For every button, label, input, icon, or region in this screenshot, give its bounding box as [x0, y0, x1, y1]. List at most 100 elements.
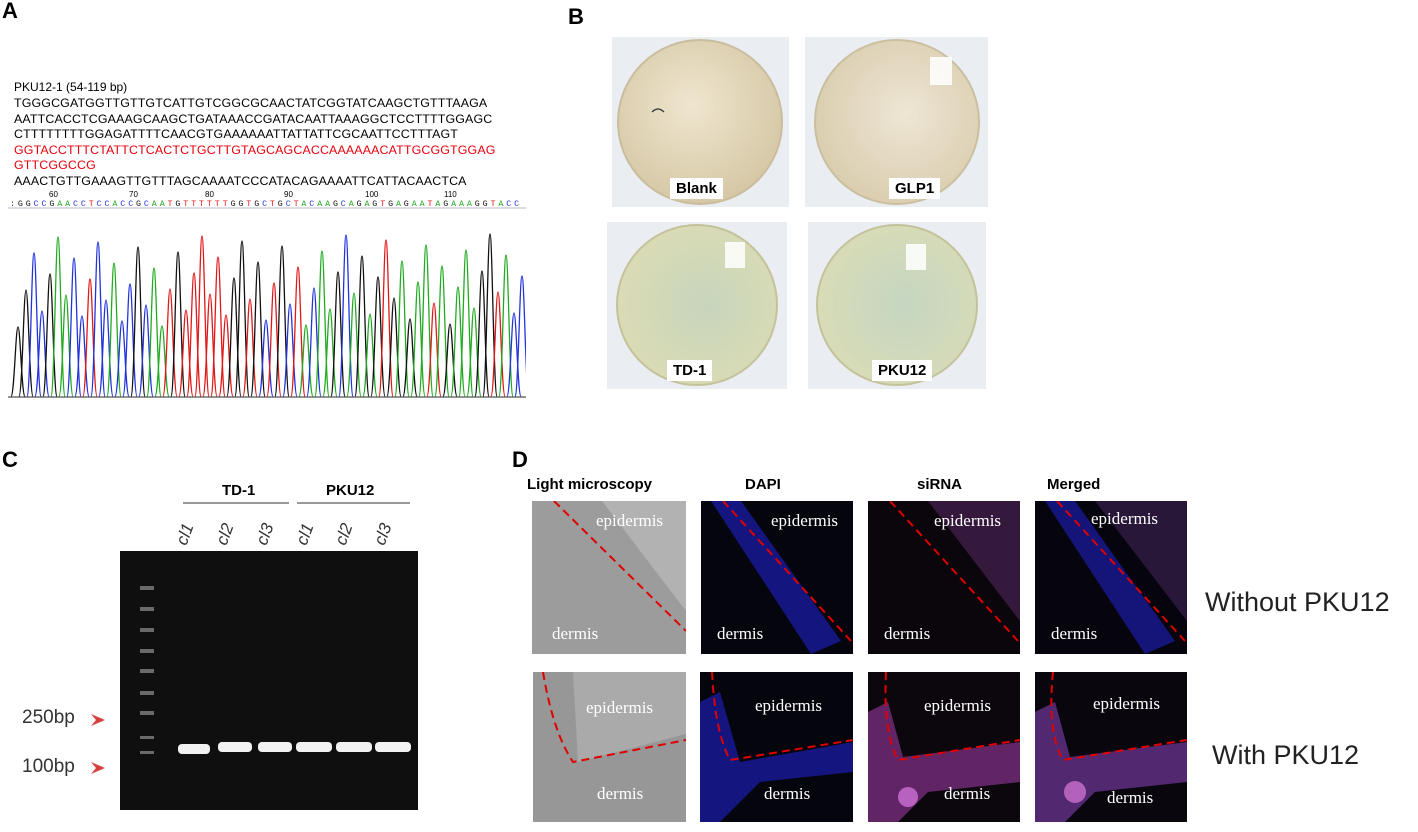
panel-label-a: A — [2, 0, 18, 23]
trace-peak — [402, 318, 418, 398]
basecall-letter: A — [160, 200, 165, 209]
trace-peak — [346, 292, 362, 398]
trace-peak — [218, 314, 234, 398]
trace-peak — [146, 267, 162, 398]
basecall-letter: T — [294, 200, 299, 209]
basecall-letter: A — [57, 200, 62, 209]
trace-peak — [426, 302, 442, 398]
basecall-letter: A — [451, 200, 456, 209]
basecall-letter: A — [349, 200, 354, 209]
basecall-letter: G — [231, 200, 236, 209]
image-sirna-without: epidermis dermis — [868, 501, 1020, 654]
plate-td1: TD-1 — [607, 222, 787, 389]
position-label: 90 — [284, 190, 293, 199]
basecall-letter: A — [459, 200, 464, 209]
basecall-letter: G — [475, 200, 480, 209]
image-light-without: epidermis dermis — [532, 501, 686, 654]
panel-label-d: D — [512, 447, 528, 472]
position-label: 80 — [205, 190, 214, 199]
trace-peak — [18, 289, 34, 398]
basecall-letter: G — [175, 200, 180, 209]
trace-peak — [362, 313, 378, 398]
image-merged-with: epidermis dermis — [1035, 672, 1187, 822]
position-label: 60 — [49, 190, 58, 199]
group-bracket — [297, 502, 410, 504]
sequence-line: AAACTGTTGAAAGTTGTTTAGCAAAATCCCATACAGAAAA… — [14, 173, 467, 188]
trace-peak — [226, 277, 242, 398]
basecall-letter: G — [278, 200, 283, 209]
plate-label: Blank — [670, 178, 723, 199]
basecall-letter: T — [380, 200, 385, 209]
plate-pku12: PKU12 — [808, 222, 986, 389]
trace-peak — [138, 304, 154, 398]
basecall-letter: T — [191, 200, 196, 209]
basecall-letter: G — [443, 200, 448, 209]
trace-peak — [154, 325, 170, 398]
plate-label: GLP1 — [889, 178, 941, 199]
basecall-letter: G — [238, 200, 243, 209]
band — [375, 742, 411, 752]
basecall-letter: T — [215, 200, 220, 209]
panel-label-b: B — [568, 4, 584, 29]
basecall-letter: A — [412, 200, 417, 209]
sequence-title: PKU12-1 (54-119 bp) — [14, 80, 128, 94]
arrow-right-icon — [91, 762, 105, 774]
basecall-letter: C — [105, 200, 110, 209]
basecall-letter: C — [120, 200, 125, 209]
column-header: DAPI — [745, 476, 781, 493]
ladder — [140, 586, 154, 754]
basecall-letter: G — [357, 200, 362, 209]
basecall-letter: C — [97, 200, 102, 209]
trace-peak — [290, 266, 306, 398]
band — [258, 742, 292, 752]
trace-peak — [514, 275, 526, 398]
basecall-letter: T — [223, 200, 228, 209]
basecall-letter: A — [467, 200, 472, 209]
image-merged-without: epidermis dermis — [1035, 501, 1187, 654]
marker-label: 250bp — [22, 707, 75, 728]
basecall-letter: T — [89, 200, 94, 209]
group-bracket — [183, 502, 289, 504]
basecall-letter: A — [365, 200, 370, 209]
basecall-letter: A — [317, 200, 322, 209]
plate-blank: Blank — [612, 37, 789, 207]
basecall-letter: C — [128, 200, 133, 209]
basecall-letter: A — [396, 200, 401, 209]
basecall-letter: A — [420, 200, 425, 209]
lane-label: cl2 — [331, 520, 357, 548]
arrow-right-icon — [91, 714, 105, 726]
basecall-letter: G — [404, 200, 409, 209]
trace-peak — [450, 286, 466, 398]
basecall-letter: C — [506, 200, 511, 209]
trace-peak — [298, 324, 314, 398]
basecall-letter: G — [333, 200, 338, 209]
basecall-letter: A — [112, 200, 117, 209]
trace-peak — [330, 271, 346, 398]
trace-peak — [322, 308, 338, 398]
band — [218, 742, 252, 752]
trace-peak — [178, 309, 194, 398]
basecall-letter: A — [301, 200, 306, 209]
trace-peak — [74, 315, 90, 398]
basecall-letter: C — [144, 200, 149, 209]
dna-bands — [178, 742, 411, 754]
image-sirna-with: epidermis dermis — [868, 672, 1020, 822]
basecall-letter: C — [514, 200, 519, 209]
basecall-letter: T — [207, 200, 212, 209]
trace-peak — [162, 288, 178, 398]
lane-label: cl3 — [370, 520, 396, 548]
row-label: With PKU12 — [1212, 740, 1360, 770]
basecall-letter: C — [73, 200, 78, 209]
trace-peak — [266, 282, 282, 398]
panel-label-c: C — [2, 447, 18, 472]
trace-peak — [306, 287, 322, 398]
basecall-letter: T — [183, 200, 188, 209]
basecall-letter: T — [246, 200, 251, 209]
basecall-letter: C — [34, 200, 39, 209]
basecall-letter: T — [428, 200, 433, 209]
trace-peak — [490, 291, 506, 398]
basecall-letter: G — [372, 200, 377, 209]
trace-peak — [466, 307, 482, 398]
basecall-letter: G — [254, 200, 259, 209]
trace-peak — [114, 320, 130, 398]
